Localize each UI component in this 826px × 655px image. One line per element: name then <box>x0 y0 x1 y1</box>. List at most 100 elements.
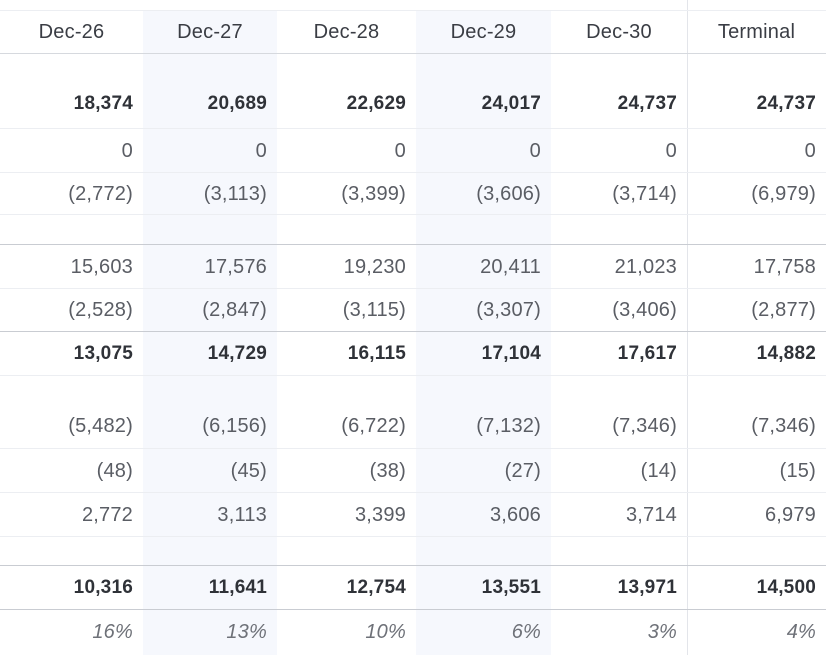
cell-dec-30[interactable]: 13,971 <box>617 577 677 598</box>
cell-terminal[interactable]: 6,979 <box>764 503 816 526</box>
table-top-border <box>0 10 826 11</box>
cell-dec-28[interactable]: 22,629 <box>346 93 406 114</box>
cell-terminal[interactable]: 24,737 <box>756 93 816 114</box>
cell-dec-28[interactable]: 16,115 <box>347 343 406 364</box>
table-row: 15,603 17,576 19,230 20,411 21,023 17,758 <box>0 244 826 289</box>
cell-dec-30[interactable]: 17,617 <box>617 343 677 364</box>
spacer-row <box>0 536 826 566</box>
cell-dec-29 <box>416 215 551 245</box>
column-header-dec-28[interactable]: Dec-28 <box>313 20 380 43</box>
cell-dec-26 <box>0 376 143 405</box>
cell-dec-26[interactable]: 15,603 <box>70 255 133 278</box>
cell-terminal[interactable]: (2,877) <box>751 299 816 321</box>
cell-dec-29[interactable]: 20,411 <box>480 255 541 278</box>
cell-dec-30[interactable]: (3,714) <box>612 182 677 205</box>
cell-dec-26[interactable]: (5,482) <box>68 414 133 437</box>
cell-dec-27[interactable]: 20,689 <box>207 93 267 114</box>
column-header-dec-26[interactable]: Dec-26 <box>38 20 105 43</box>
cell-dec-30[interactable]: 3,714 <box>625 503 677 526</box>
cell-dec-30[interactable]: 24,737 <box>617 93 677 114</box>
column-header-terminal[interactable]: Terminal <box>717 20 796 43</box>
table-row: 13,075 14,729 16,115 17,104 17,617 14,882 <box>0 331 826 376</box>
cell-dec-29[interactable]: 13,551 <box>481 577 541 598</box>
cell-terminal[interactable]: 14,882 <box>756 343 816 364</box>
cell-dec-27[interactable]: 14,729 <box>207 343 267 364</box>
cell-dec-30[interactable]: (14) <box>640 459 677 482</box>
cell-dec-27[interactable]: 13% <box>226 620 267 643</box>
cell-dec-26[interactable]: 13,075 <box>73 343 133 364</box>
cell-dec-28[interactable]: 3,399 <box>354 503 406 526</box>
cell-dec-29[interactable]: 6% <box>511 620 541 643</box>
cell-dec-28 <box>277 537 416 566</box>
cell-dec-28[interactable]: 19,230 <box>343 255 406 278</box>
cell-dec-27 <box>143 537 277 566</box>
table-row: (5,482) (6,156) (6,722) (7,132) (7,346) (7,34… <box>0 404 826 448</box>
cell-dec-30[interactable]: 3% <box>647 620 677 643</box>
cell-dec-29[interactable]: (7,132) <box>476 414 541 437</box>
cell-dec-26[interactable]: 18,374 <box>73 93 133 114</box>
cell-dec-29 <box>416 54 551 80</box>
cell-dec-27 <box>143 215 277 245</box>
cell-terminal <box>687 215 826 245</box>
spacer-row <box>0 54 826 80</box>
cell-terminal[interactable]: (15) <box>779 459 816 482</box>
cell-dec-28[interactable]: 12,754 <box>346 577 406 598</box>
cell-dec-29 <box>416 537 551 566</box>
cell-dec-29[interactable]: (3,606) <box>476 182 541 205</box>
cell-dec-30[interactable]: (7,346) <box>612 414 677 437</box>
cell-dec-26[interactable]: 16% <box>92 620 133 643</box>
spacer-row <box>0 214 826 245</box>
table-row: 10,316 11,641 12,754 13,551 13,971 14,500 <box>0 565 826 610</box>
cell-dec-28 <box>277 376 416 405</box>
cell-terminal[interactable]: (6,979) <box>751 182 816 205</box>
cell-dec-29[interactable]: (27) <box>504 459 541 482</box>
cell-dec-28[interactable]: (38) <box>369 459 406 482</box>
cell-dec-30[interactable]: 21,023 <box>614 255 677 278</box>
cell-dec-27[interactable]: 11,641 <box>208 577 267 598</box>
cell-dec-29[interactable]: 17,104 <box>481 343 541 364</box>
cell-dec-29[interactable]: (3,307) <box>476 299 541 321</box>
cell-dec-28[interactable]: (6,722) <box>341 414 406 437</box>
cell-terminal[interactable]: 14,500 <box>756 577 816 598</box>
cell-dec-27[interactable]: 0 <box>255 139 267 162</box>
cell-dec-27[interactable]: (45) <box>230 459 267 482</box>
cell-dec-26[interactable]: (48) <box>96 459 133 482</box>
cell-dec-30 <box>551 215 687 245</box>
cell-dec-28[interactable]: 0 <box>394 139 406 162</box>
cell-terminal[interactable]: 0 <box>804 139 816 162</box>
cell-dec-30 <box>551 537 687 566</box>
terminal-column-top-edge <box>687 0 826 10</box>
cell-dec-29[interactable]: 0 <box>529 139 541 162</box>
table-row: (2,528) (2,847) (3,115) (3,307) (3,406) (2,87… <box>0 288 826 332</box>
cell-dec-30[interactable]: (3,406) <box>612 299 677 321</box>
cell-dec-28[interactable]: (3,115) <box>342 299 406 321</box>
cell-dec-26[interactable]: (2,528) <box>68 299 133 321</box>
column-header-dec-29[interactable]: Dec-29 <box>450 20 517 43</box>
cell-dec-27[interactable]: (6,156) <box>202 414 267 437</box>
cell-dec-29[interactable]: 24,017 <box>481 93 541 114</box>
cell-dec-27[interactable]: (3,113) <box>203 182 267 205</box>
cell-dec-26[interactable]: 0 <box>121 139 133 162</box>
column-shade-dec-29 <box>416 10 551 655</box>
cell-terminal[interactable]: (7,346) <box>751 414 816 437</box>
column-header-dec-30[interactable]: Dec-30 <box>586 20 652 43</box>
cell-dec-30[interactable]: 0 <box>665 139 677 162</box>
table-row: 0 0 0 0 0 0 <box>0 128 826 173</box>
cell-dec-26[interactable]: 10,316 <box>73 577 133 598</box>
cell-terminal[interactable]: 4% <box>786 620 816 643</box>
header-divider <box>0 53 826 54</box>
cell-dec-28[interactable]: (3,399) <box>341 182 406 205</box>
cell-terminal[interactable]: 17,758 <box>753 255 816 278</box>
cell-dec-28[interactable]: 10% <box>365 620 406 643</box>
table-row: 2,772 3,113 3,399 3,606 3,714 6,979 <box>0 492 826 537</box>
cell-dec-29[interactable]: 3,606 <box>489 503 541 526</box>
cell-dec-26[interactable]: 2,772 <box>81 503 133 526</box>
column-header-dec-27[interactable]: Dec-27 <box>177 20 243 43</box>
cell-dec-27[interactable]: 17,576 <box>204 255 267 278</box>
cell-dec-27[interactable]: (2,847) <box>202 299 267 321</box>
cell-dec-27[interactable]: 3,113 <box>217 503 267 526</box>
table-row: 18,374 20,689 22,629 24,017 24,737 24,737 <box>0 80 826 128</box>
cell-dec-26[interactable]: (2,772) <box>68 182 133 205</box>
cell-dec-27 <box>143 54 277 80</box>
